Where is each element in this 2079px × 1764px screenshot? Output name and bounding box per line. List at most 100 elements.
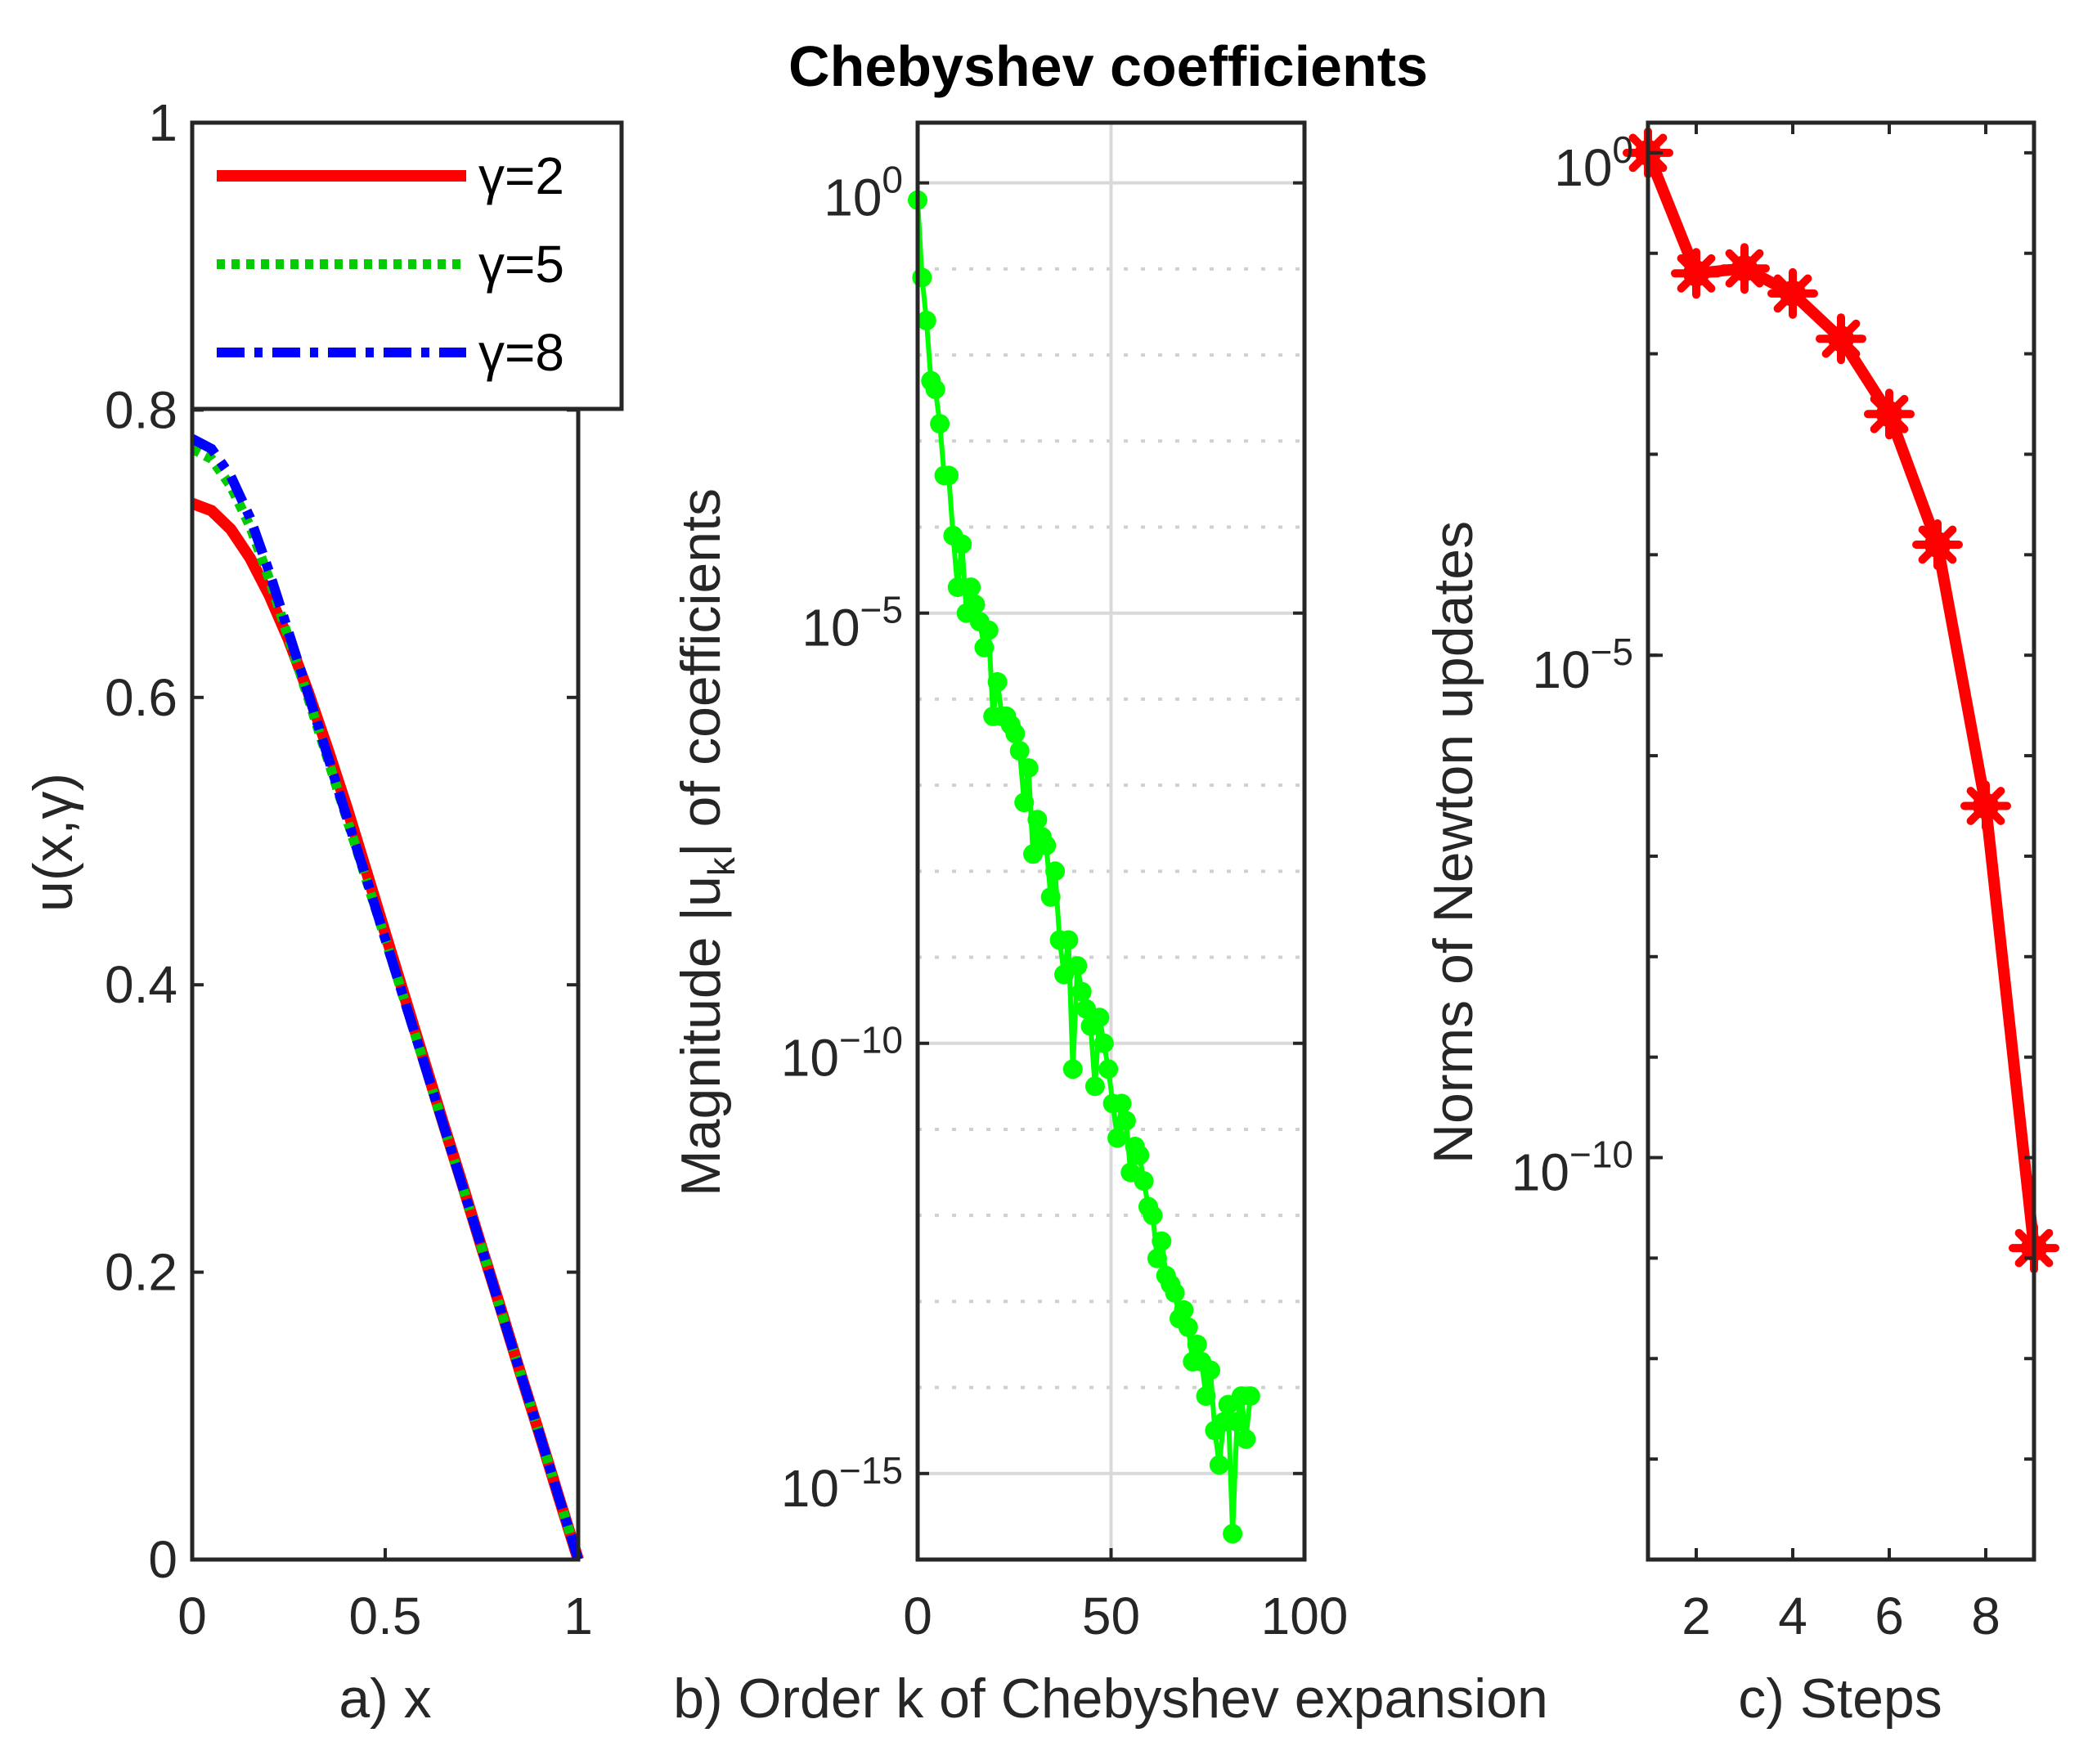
panel-b-ylabel-sub: k — [700, 856, 743, 876]
coefficient-point — [961, 577, 981, 598]
c-y-tick-label-2-base: 10 — [1511, 1143, 1569, 1202]
coefficient-point — [1093, 1033, 1114, 1053]
panel-a-ylabel: u(x,γ) — [22, 773, 84, 912]
panel-a-legend: γ=2 γ=5 γ=8 — [190, 120, 624, 411]
coefficient-point — [1067, 956, 1088, 976]
coefficient-point — [1027, 810, 1048, 830]
coefficient-point — [1165, 1282, 1185, 1303]
c-y-tick-label-1: 10−5 — [1532, 631, 1633, 699]
asterisk-marker — [1719, 243, 1770, 294]
y-tick-label: 0 — [148, 1530, 177, 1589]
x-tick-label: 100 — [1261, 1587, 1349, 1645]
y-tick-label-2-base: 10 — [781, 1029, 839, 1088]
asterisk-marker — [1912, 519, 1963, 570]
coefficient-point — [1036, 835, 1057, 855]
coefficient-point — [1147, 1248, 1167, 1268]
coefficient-point — [1209, 1455, 1229, 1475]
c-y-tick-label-0-base: 10 — [1554, 138, 1612, 197]
x-tick-label: 4 — [1778, 1587, 1807, 1645]
coefficient-point — [1196, 1386, 1216, 1407]
x-tick-label: 50 — [1082, 1587, 1140, 1645]
coefficient-point — [1201, 1360, 1220, 1380]
panel-c-ylabel: Norms of Newton updates — [1422, 521, 1484, 1164]
coefficient-point — [916, 311, 936, 330]
coefficient-point — [930, 414, 950, 434]
coefficient-point — [1223, 1524, 1243, 1544]
panel-c-axes-box — [1646, 120, 2036, 1562]
panel-b-xlabel: b) Order k of Chebyshev expansion — [673, 1667, 1548, 1730]
x-tick-label: 0 — [177, 1587, 207, 1645]
coefficient-point — [1009, 741, 1030, 761]
coefficient-point — [1045, 861, 1066, 882]
x-tick-label: 1 — [564, 1587, 593, 1645]
coefficient-point — [1098, 1059, 1119, 1079]
y-tick-label-0-exp: 0 — [882, 159, 903, 201]
y-tick-label: 0.8 — [105, 380, 177, 439]
asterisk-marker — [1864, 388, 1915, 440]
asterisk-marker — [1671, 248, 1722, 299]
y-tick-label-2: 10−10 — [781, 1019, 903, 1088]
panel-a-plot-area — [190, 434, 584, 1562]
panel-b-ylabel: Magnitude |uk| of coefficients — [670, 488, 743, 1196]
coefficient-point — [1111, 1093, 1132, 1114]
coefficient-point — [1062, 1059, 1083, 1079]
panel-a-xlabel: a) x — [339, 1667, 431, 1730]
x-tick-label: 2 — [1682, 1587, 1711, 1645]
y-tick-label-3-base: 10 — [781, 1459, 839, 1518]
y-tick-label-0: 100 — [824, 159, 903, 227]
c-y-tick-label-2-exp: −10 — [1569, 1133, 1633, 1176]
c-y-tick-label-1-exp: −5 — [1591, 631, 1633, 673]
coefficient-point — [1236, 1429, 1256, 1449]
coefficient-point — [1134, 1171, 1154, 1192]
c-y-tick-label-0-exp: 0 — [1612, 128, 1633, 171]
panel-a-solution-curves: 00.20.40.60.810 0.5 1 a) x u(x,γ) γ=2γ=5γ=… — [22, 93, 624, 1730]
coefficient-point — [974, 637, 995, 658]
coefficient-point — [1240, 1386, 1260, 1407]
panel-c-plot-area — [1623, 127, 2059, 1274]
asterisk-marker — [1767, 267, 1818, 319]
y-tick-label-0-base: 10 — [824, 168, 882, 227]
c-y-tick-label-2: 10−10 — [1511, 1133, 1633, 1202]
panel-b-grid — [918, 123, 1304, 1561]
coefficient-point — [1174, 1299, 1194, 1320]
coefficient-point — [1227, 1412, 1247, 1432]
series-line-3 — [190, 434, 583, 1561]
y-tick-label: 0.2 — [105, 1243, 177, 1302]
coefficient-point — [987, 671, 1008, 692]
coefficient-point — [1089, 1008, 1110, 1028]
coefficient-point — [912, 267, 932, 288]
y-tick-label: 1 — [148, 93, 177, 152]
series-line-1 — [190, 498, 584, 1562]
x-tick-label: 8 — [1971, 1587, 2000, 1645]
y-tick-label-3: 10−15 — [781, 1449, 903, 1518]
y-tick-label-1-exp: −5 — [860, 589, 903, 631]
coefficient-point — [925, 379, 945, 400]
x-tick-label: 0 — [903, 1587, 932, 1645]
coefficient-point — [1129, 1145, 1150, 1165]
y-tick-label-1-base: 10 — [802, 599, 860, 658]
asterisk-marker — [1960, 780, 2011, 832]
coefficient-point — [965, 595, 986, 615]
coefficient-point — [1116, 1111, 1136, 1131]
asterisk-marker — [1816, 313, 1866, 365]
legend-label-3: γ=8 — [478, 323, 564, 382]
legend-label-1: γ=2 — [478, 146, 564, 205]
y-tick-label-1: 10−5 — [802, 589, 903, 658]
y-tick-label: 0.6 — [105, 668, 177, 727]
panel-b-ylabel-suffix: | of coefficients — [670, 488, 732, 857]
coefficient-point — [1058, 930, 1079, 950]
coefficient-point — [1152, 1231, 1172, 1251]
coefficient-point — [952, 534, 972, 554]
coefficient-point — [1084, 1076, 1105, 1097]
y-tick-label: 0.4 — [105, 955, 177, 1014]
coefficient-point — [978, 620, 999, 640]
panel-c-xlabel: c) Steps — [1738, 1667, 1942, 1730]
series-line-2 — [190, 444, 583, 1561]
legend-label-2: γ=5 — [478, 235, 564, 294]
coefficient-point — [1178, 1317, 1198, 1337]
coefficient-point — [1143, 1205, 1163, 1226]
